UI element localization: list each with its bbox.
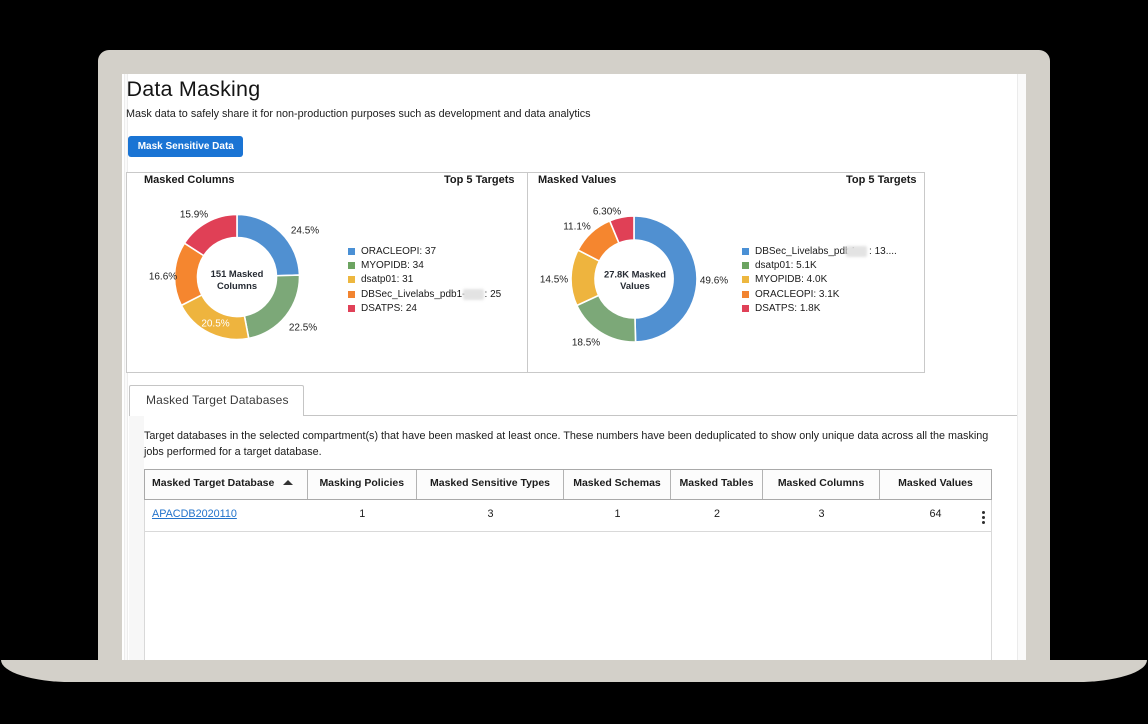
svg-text:16.6%: 16.6% — [149, 272, 177, 283]
svg-text:20.5%: 20.5% — [201, 319, 229, 330]
svg-text:11.1%: 11.1% — [563, 222, 591, 233]
svg-text:151 Masked: 151 Masked — [211, 268, 264, 279]
svg-text:Values: Values — [620, 280, 650, 291]
svg-text:49.6%: 49.6% — [700, 276, 728, 287]
svg-text:27.8K Masked: 27.8K Masked — [604, 269, 666, 280]
svg-text:15.9%: 15.9% — [180, 210, 208, 221]
svg-text:Columns: Columns — [217, 280, 257, 291]
svg-text:6.30%: 6.30% — [593, 207, 621, 218]
svg-text:24.5%: 24.5% — [291, 226, 319, 237]
svg-text:14.5%: 14.5% — [540, 275, 568, 286]
svg-text:18.5%: 18.5% — [572, 338, 600, 349]
svg-text:22.5%: 22.5% — [289, 323, 317, 334]
